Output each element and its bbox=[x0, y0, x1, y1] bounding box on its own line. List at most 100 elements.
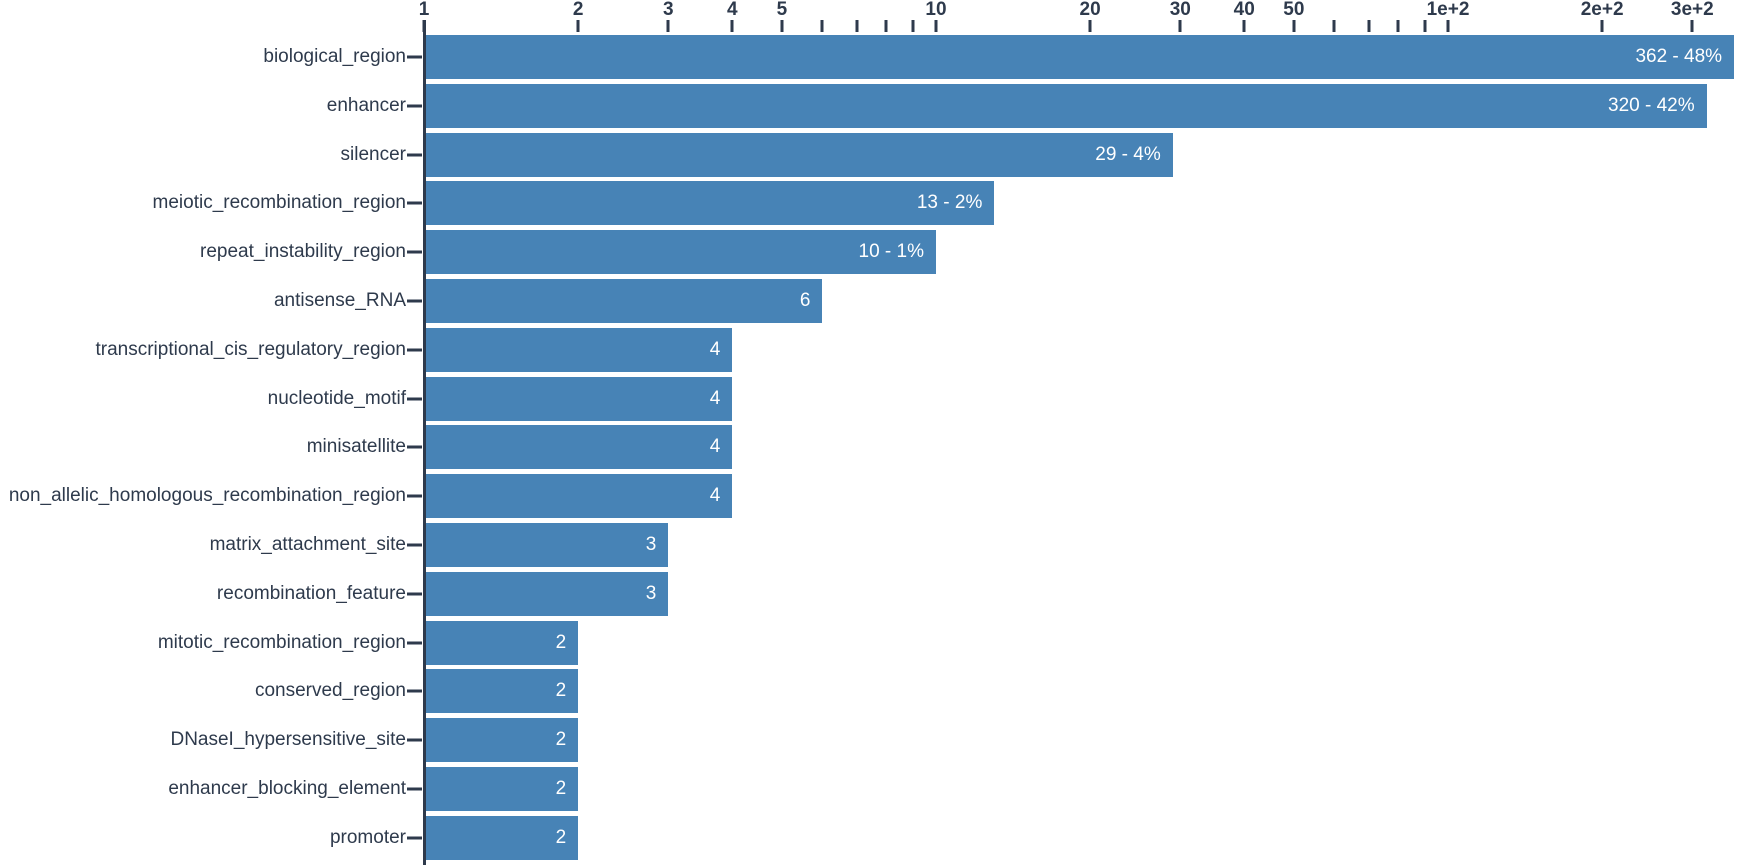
x-axis-tick-label: 1 bbox=[418, 0, 430, 20]
bar-value-label: 13 - 2% bbox=[916, 192, 983, 214]
x-axis-tick bbox=[780, 20, 784, 32]
x-axis-tick bbox=[1332, 20, 1336, 32]
bar[interactable] bbox=[426, 425, 733, 470]
bar-value-label: 4 bbox=[709, 485, 721, 507]
x-axis-tick-label: 2e+2 bbox=[1580, 0, 1624, 20]
bar-value-label: 29 - 4% bbox=[1095, 143, 1161, 165]
bar[interactable] bbox=[426, 35, 1735, 79]
bar[interactable] bbox=[426, 376, 733, 421]
x-axis-tick-label: 2 bbox=[572, 0, 584, 20]
bar[interactable] bbox=[426, 815, 579, 860]
bar-value-label: 2 bbox=[555, 778, 567, 799]
category-tick bbox=[407, 299, 422, 303]
x-axis-tick bbox=[1690, 20, 1694, 32]
bar[interactable] bbox=[426, 327, 733, 372]
category-tick bbox=[407, 836, 422, 840]
bar[interactable] bbox=[426, 718, 579, 763]
bar-value-label: 3 bbox=[645, 582, 657, 604]
x-axis-tick bbox=[1446, 20, 1450, 32]
bar-value-label: 2 bbox=[555, 680, 567, 702]
x-axis-tick-label: 40 bbox=[1233, 0, 1255, 20]
bar[interactable] bbox=[426, 230, 936, 275]
bar-value-label: 4 bbox=[709, 387, 721, 409]
x-axis-tick bbox=[730, 20, 734, 32]
x-axis-tick-label: 50 bbox=[1283, 0, 1305, 20]
category-label: enhancer_blocking_element bbox=[168, 778, 406, 799]
category-label: nucleotide_motif bbox=[267, 387, 406, 409]
category-label: promoter bbox=[329, 826, 406, 848]
category-label: mitotic_recombination_region bbox=[157, 631, 406, 653]
x-axis-tick bbox=[1242, 20, 1246, 32]
x-axis-tick bbox=[1396, 20, 1400, 32]
category-tick bbox=[407, 543, 422, 547]
category-label: conserved_region bbox=[254, 680, 406, 702]
bar[interactable] bbox=[426, 767, 579, 811]
x-axis-tick bbox=[1367, 20, 1371, 32]
x-axis-tick bbox=[820, 20, 824, 32]
bar-value-label: 4 bbox=[709, 338, 721, 360]
bar-value-label: 2 bbox=[555, 729, 567, 751]
category-tick bbox=[407, 787, 422, 791]
x-axis-tick bbox=[1178, 20, 1182, 32]
category-label: transcriptional_cis_regulatory_region bbox=[95, 338, 406, 360]
category-label: antisense_RNA bbox=[273, 290, 406, 311]
x-axis-tick bbox=[1292, 20, 1296, 32]
category-tick bbox=[407, 494, 422, 498]
category-label: biological_region bbox=[263, 46, 406, 67]
x-axis-tick bbox=[1600, 20, 1604, 32]
category-label: non_allelic_homologous_recombination_reg… bbox=[8, 485, 406, 507]
bar[interactable] bbox=[426, 83, 1707, 128]
x-axis-tick bbox=[855, 20, 859, 32]
bar[interactable] bbox=[426, 132, 1173, 177]
category-tick bbox=[407, 55, 422, 59]
bar-value-label: 320 - 42% bbox=[1608, 94, 1695, 116]
bar-value-label: 4 bbox=[709, 436, 721, 458]
x-axis-tick-label: 4 bbox=[726, 0, 738, 20]
x-axis-tick-label: 20 bbox=[1079, 0, 1101, 20]
bar[interactable] bbox=[426, 523, 669, 567]
x-axis-tick-label: 1e+2 bbox=[1426, 0, 1470, 20]
category-tick bbox=[407, 592, 422, 596]
bar[interactable] bbox=[426, 474, 733, 519]
x-axis-tick-label: 5 bbox=[776, 0, 788, 20]
bar-value-label: 2 bbox=[555, 826, 567, 848]
bar-value-label: 10 - 1% bbox=[858, 241, 924, 263]
category-label: repeat_instability_region bbox=[200, 241, 406, 263]
category-tick bbox=[407, 104, 422, 108]
category-tick bbox=[407, 641, 422, 645]
category-tick bbox=[407, 445, 422, 449]
category-tick bbox=[407, 201, 422, 205]
category-label: recombination_feature bbox=[216, 582, 406, 604]
x-axis-tick-label: 3 bbox=[662, 0, 674, 20]
category-tick bbox=[407, 738, 422, 742]
bar[interactable] bbox=[426, 279, 823, 323]
x-axis-tick-label: 3e+2 bbox=[1670, 0, 1714, 20]
bar[interactable] bbox=[426, 669, 579, 714]
category-tick bbox=[407, 250, 422, 254]
x-axis-tick bbox=[576, 20, 580, 32]
bar[interactable] bbox=[426, 181, 995, 226]
x-axis-tick-label: 10 bbox=[925, 0, 947, 20]
category-label: silencer bbox=[340, 143, 406, 165]
category-tick bbox=[407, 153, 422, 157]
category-tick bbox=[407, 348, 422, 352]
x-axis-tick bbox=[911, 20, 915, 32]
category-label: matrix_attachment_site bbox=[209, 534, 406, 555]
bar-value-label: 6 bbox=[799, 290, 811, 311]
category-label: meiotic_recombination_region bbox=[152, 192, 406, 214]
x-axis-tick-label: 30 bbox=[1169, 0, 1191, 20]
category-label: DNaseI_hypersensitive_site bbox=[170, 729, 406, 751]
x-axis-tick bbox=[666, 20, 670, 32]
category-label: minisatellite bbox=[306, 436, 406, 458]
category-tick bbox=[407, 397, 422, 401]
x-axis-tick bbox=[1088, 20, 1092, 32]
x-axis-tick bbox=[884, 20, 888, 32]
category-tick bbox=[407, 689, 422, 693]
x-axis-tick bbox=[1423, 20, 1427, 32]
x-axis-tick bbox=[934, 20, 938, 32]
bar-value-label: 362 - 48% bbox=[1635, 46, 1723, 67]
bar[interactable] bbox=[426, 571, 669, 616]
bar[interactable] bbox=[426, 620, 579, 665]
category-label: enhancer bbox=[326, 94, 406, 116]
